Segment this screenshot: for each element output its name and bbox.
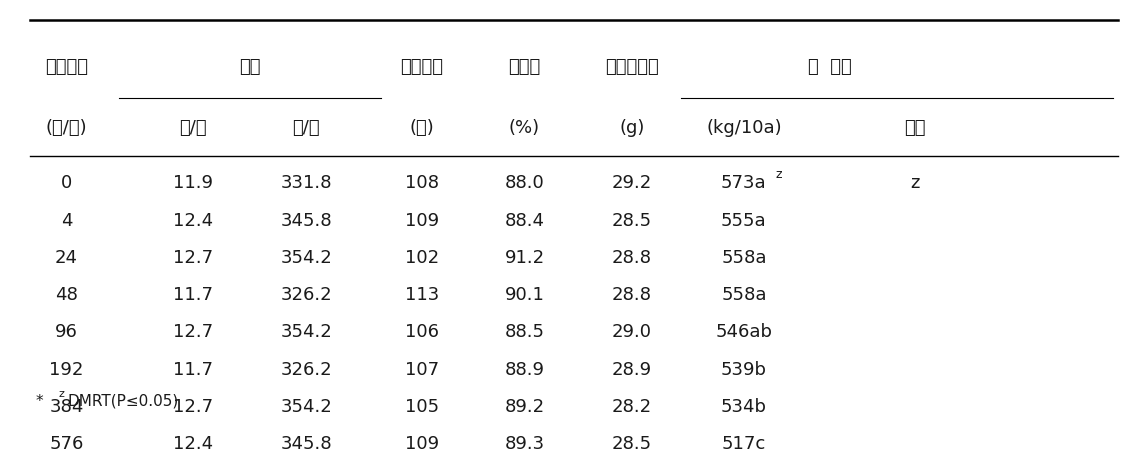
- Text: 106: 106: [404, 323, 439, 341]
- Text: 현미천립중: 현미천립중: [605, 58, 658, 76]
- Text: 109: 109: [404, 435, 439, 451]
- Text: 0: 0: [61, 175, 72, 193]
- Text: 109: 109: [404, 212, 439, 230]
- Text: 107: 107: [404, 361, 439, 378]
- Text: 384: 384: [49, 398, 84, 416]
- Text: 89.3: 89.3: [505, 435, 545, 451]
- Text: 28.8: 28.8: [611, 249, 652, 267]
- Text: z: z: [58, 389, 64, 399]
- Text: 102: 102: [404, 249, 439, 267]
- Text: 96: 96: [55, 323, 78, 341]
- Text: 90.1: 90.1: [505, 286, 545, 304]
- Text: 558a: 558a: [721, 286, 767, 304]
- Text: 28.5: 28.5: [611, 212, 652, 230]
- Text: (%): (%): [510, 120, 540, 138]
- Text: 11.7: 11.7: [173, 361, 213, 378]
- Text: 89.2: 89.2: [505, 398, 545, 416]
- Text: 354.2: 354.2: [281, 249, 332, 267]
- Text: 수수: 수수: [239, 58, 261, 76]
- Text: 555a: 555a: [721, 212, 767, 230]
- Text: 345.8: 345.8: [281, 212, 332, 230]
- Text: 558a: 558a: [721, 249, 767, 267]
- Text: 지수: 지수: [905, 120, 926, 138]
- Text: 88.9: 88.9: [505, 361, 545, 378]
- Text: 345.8: 345.8: [281, 435, 332, 451]
- Text: 수당립수: 수당립수: [401, 58, 443, 76]
- Text: 개/㎡: 개/㎡: [293, 120, 321, 138]
- Text: 331.8: 331.8: [281, 175, 332, 193]
- Text: 12.7: 12.7: [173, 249, 213, 267]
- Text: 113: 113: [404, 286, 439, 304]
- Text: 546ab: 546ab: [716, 323, 773, 341]
- Text: 4: 4: [61, 212, 72, 230]
- Text: z: z: [910, 175, 919, 193]
- Text: 91.2: 91.2: [505, 249, 545, 267]
- Text: 534b: 534b: [721, 398, 767, 416]
- Text: 88.4: 88.4: [505, 212, 545, 230]
- Text: 105: 105: [404, 398, 439, 416]
- Text: 517c: 517c: [721, 435, 766, 451]
- Text: 539b: 539b: [721, 361, 767, 378]
- Text: 28.9: 28.9: [611, 361, 652, 378]
- Text: (본/㎡): (본/㎡): [46, 120, 87, 138]
- Text: 192: 192: [49, 361, 84, 378]
- Text: 88.5: 88.5: [505, 323, 545, 341]
- Text: 28.5: 28.5: [611, 435, 652, 451]
- Text: 등숙률: 등숙률: [508, 58, 540, 76]
- Text: 발생밀도: 발생밀도: [45, 58, 88, 76]
- Text: 11.9: 11.9: [173, 175, 213, 193]
- Text: (kg/10a): (kg/10a): [706, 120, 782, 138]
- Text: 354.2: 354.2: [281, 398, 332, 416]
- Text: (개): (개): [410, 120, 434, 138]
- Text: 12.7: 12.7: [173, 398, 213, 416]
- Text: 24: 24: [55, 249, 78, 267]
- Text: 29.0: 29.0: [611, 323, 652, 341]
- Text: 48: 48: [55, 286, 78, 304]
- Text: 12.4: 12.4: [173, 212, 213, 230]
- Text: 326.2: 326.2: [281, 286, 332, 304]
- Text: (g): (g): [619, 120, 645, 138]
- Text: 88.0: 88.0: [505, 175, 544, 193]
- Text: 108: 108: [404, 175, 439, 193]
- Text: 12.7: 12.7: [173, 323, 213, 341]
- Text: 28.8: 28.8: [611, 286, 652, 304]
- Text: *: *: [35, 394, 53, 409]
- Text: 28.2: 28.2: [611, 398, 652, 416]
- Text: 354.2: 354.2: [281, 323, 332, 341]
- Text: 12.4: 12.4: [173, 435, 213, 451]
- Text: 576: 576: [49, 435, 84, 451]
- Text: z: z: [776, 168, 782, 180]
- Text: 11.7: 11.7: [173, 286, 213, 304]
- Text: 개/주: 개/주: [180, 120, 207, 138]
- Text: 29.2: 29.2: [611, 175, 652, 193]
- Text: 573a: 573a: [721, 175, 767, 193]
- Text: DMRT(P≤0.05): DMRT(P≤0.05): [68, 394, 179, 409]
- Text: 326.2: 326.2: [281, 361, 332, 378]
- Text: 쌌  수량: 쌌 수량: [807, 58, 852, 76]
